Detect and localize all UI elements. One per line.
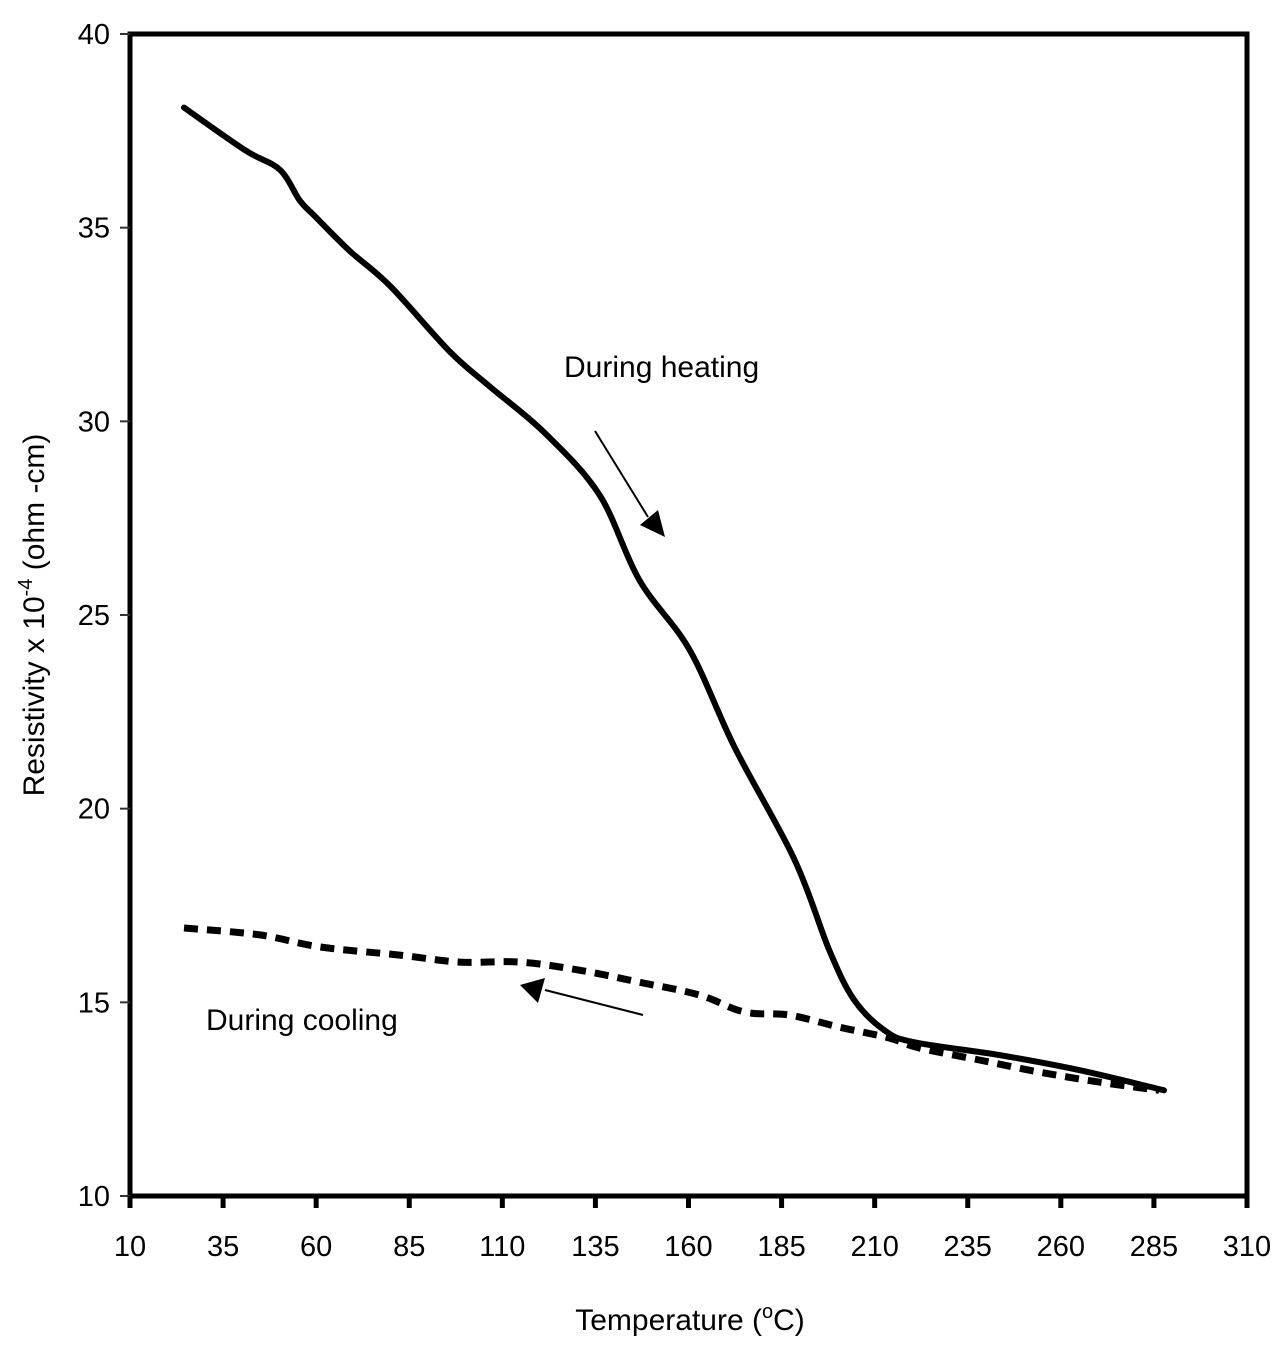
x-tick-label: 60 (300, 1231, 332, 1263)
y-tick-label: 25 (78, 600, 110, 632)
y-tick-label: 20 (78, 794, 110, 826)
x-tick-label: 310 (1223, 1231, 1271, 1263)
y-tick-label: 15 (78, 987, 110, 1019)
y-tick-label: 35 (78, 213, 110, 245)
x-tick-label: 10 (114, 1231, 146, 1263)
series-line-heating (181, 104, 1167, 1094)
y-axis-title-tail: (ohm -cm) (18, 434, 51, 579)
x-tick-label: 285 (1130, 1231, 1178, 1263)
x-axis-title-main: Temperature ( (575, 1304, 762, 1337)
y-axis-title-sup: -4 (15, 579, 37, 597)
x-tick-label: 35 (207, 1231, 239, 1263)
x-axis-title-tail: C) (773, 1304, 805, 1337)
x-tick-label: 135 (571, 1231, 619, 1263)
x-tick-label: 210 (850, 1231, 898, 1263)
x-axis-title-sup: o (762, 1301, 773, 1323)
annotation-arrow-line (544, 989, 644, 1016)
y-tick-label: 40 (78, 19, 110, 51)
x-tick-label: 235 (944, 1231, 992, 1263)
annotation-arrow-line (594, 430, 649, 518)
x-tick-label: 260 (1037, 1231, 1085, 1263)
y-axis-title: Resistivity x 10-4 (ohm -cm) (15, 434, 51, 797)
x-tick-label: 110 (479, 1231, 525, 1263)
axes: 10 15 20 25 30 35 40 10 35 60 85 110 135 160 185 210 235… (78, 19, 1271, 1263)
annotation-label: During heating (564, 351, 759, 384)
y-tick-label: 30 (78, 406, 110, 438)
annotations: During heating During cooling (206, 351, 759, 1037)
arrowhead-icon (520, 978, 545, 1003)
y-axis-title-main: Resistivity x 10 (18, 596, 51, 796)
series-line-cooling (183, 924, 1160, 1094)
y-tick-label: 10 (78, 1181, 110, 1213)
x-axis-title: Temperature (oC) (575, 1301, 805, 1337)
arrowhead-icon (640, 510, 665, 537)
x-tick-label: 85 (393, 1231, 425, 1263)
annotation-label: During cooling (206, 1004, 398, 1037)
series (181, 104, 1167, 1094)
x-tick-label: 160 (664, 1231, 712, 1263)
x-tick-label: 185 (757, 1231, 805, 1263)
